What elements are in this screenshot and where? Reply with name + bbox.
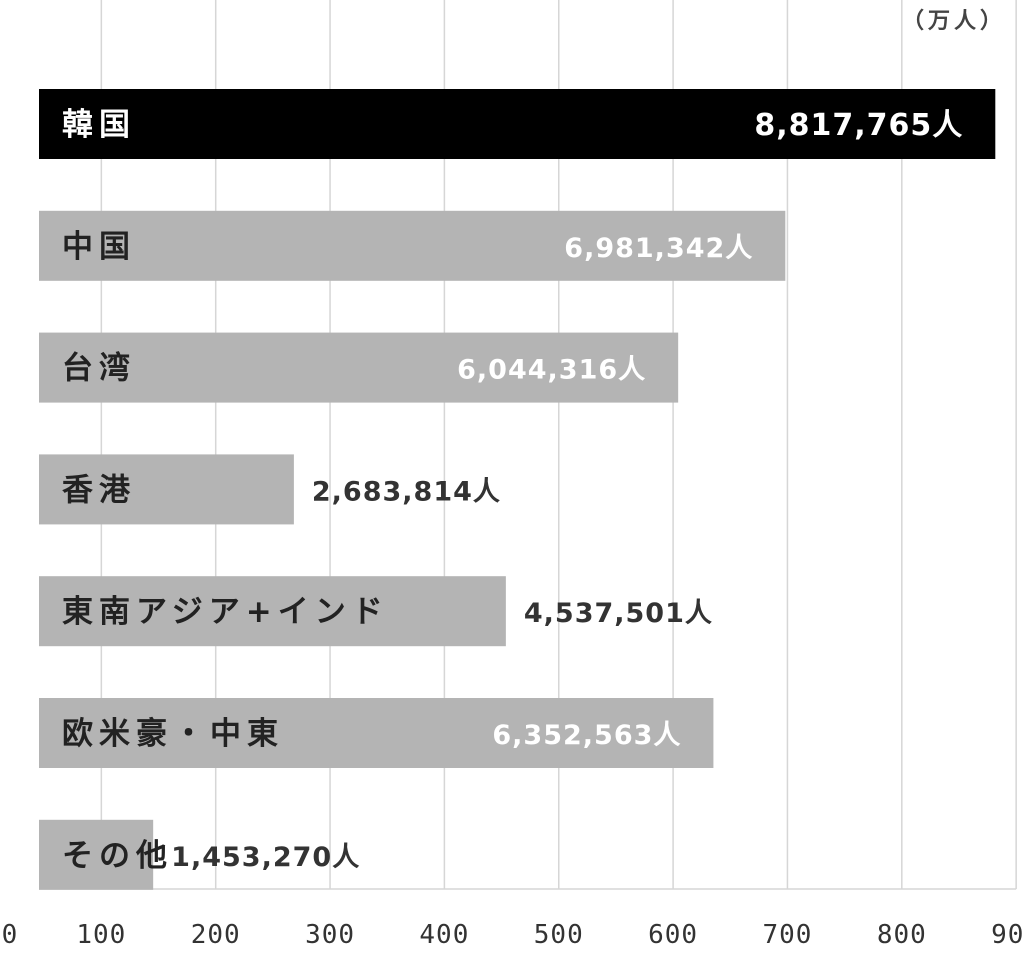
x-tick-label: 800 (877, 920, 927, 950)
category-label: 欧米豪・中東 (62, 716, 284, 752)
value-label: 6,044,316人 (457, 355, 646, 386)
x-tick-label: 600 (648, 920, 698, 950)
bar (39, 819, 154, 890)
value-label: 8,817,765人 (754, 108, 963, 143)
bar (39, 698, 714, 768)
value-label: 6,352,563人 (492, 720, 681, 751)
x-tick-label: 500 (534, 920, 584, 950)
bar (39, 210, 786, 281)
category-label: 中国 (62, 229, 136, 265)
x-axis-ticks: 0 100 200 300 400 500 600 700 800 900 (2, 920, 1024, 950)
category-label: 香港 (62, 472, 136, 508)
bar (39, 89, 996, 159)
bar (39, 454, 294, 525)
category-label: 東南アジア+インド (62, 594, 389, 630)
value-label: 4,537,501人 (524, 598, 713, 629)
unit-label: （万人） (902, 9, 1006, 34)
category-label: 韓国 (62, 107, 136, 143)
x-tick-label: 200 (191, 920, 241, 950)
value-label: 6,981,342人 (564, 233, 753, 264)
bar (39, 332, 679, 403)
x-tick-label: 100 (76, 920, 126, 950)
value-label: 2,683,814人 (312, 476, 501, 507)
category-label: その他 (62, 838, 173, 874)
x-tick-label: 300 (305, 920, 355, 950)
category-label: 台湾 (62, 351, 136, 387)
x-tick-label: 400 (419, 920, 469, 950)
x-tick-label: 900 (991, 920, 1024, 950)
value-label: 1,453,270人 (171, 842, 360, 873)
x-tick-label: 700 (762, 920, 812, 950)
x-tick-label: 0 (2, 920, 19, 950)
bar (39, 576, 506, 647)
